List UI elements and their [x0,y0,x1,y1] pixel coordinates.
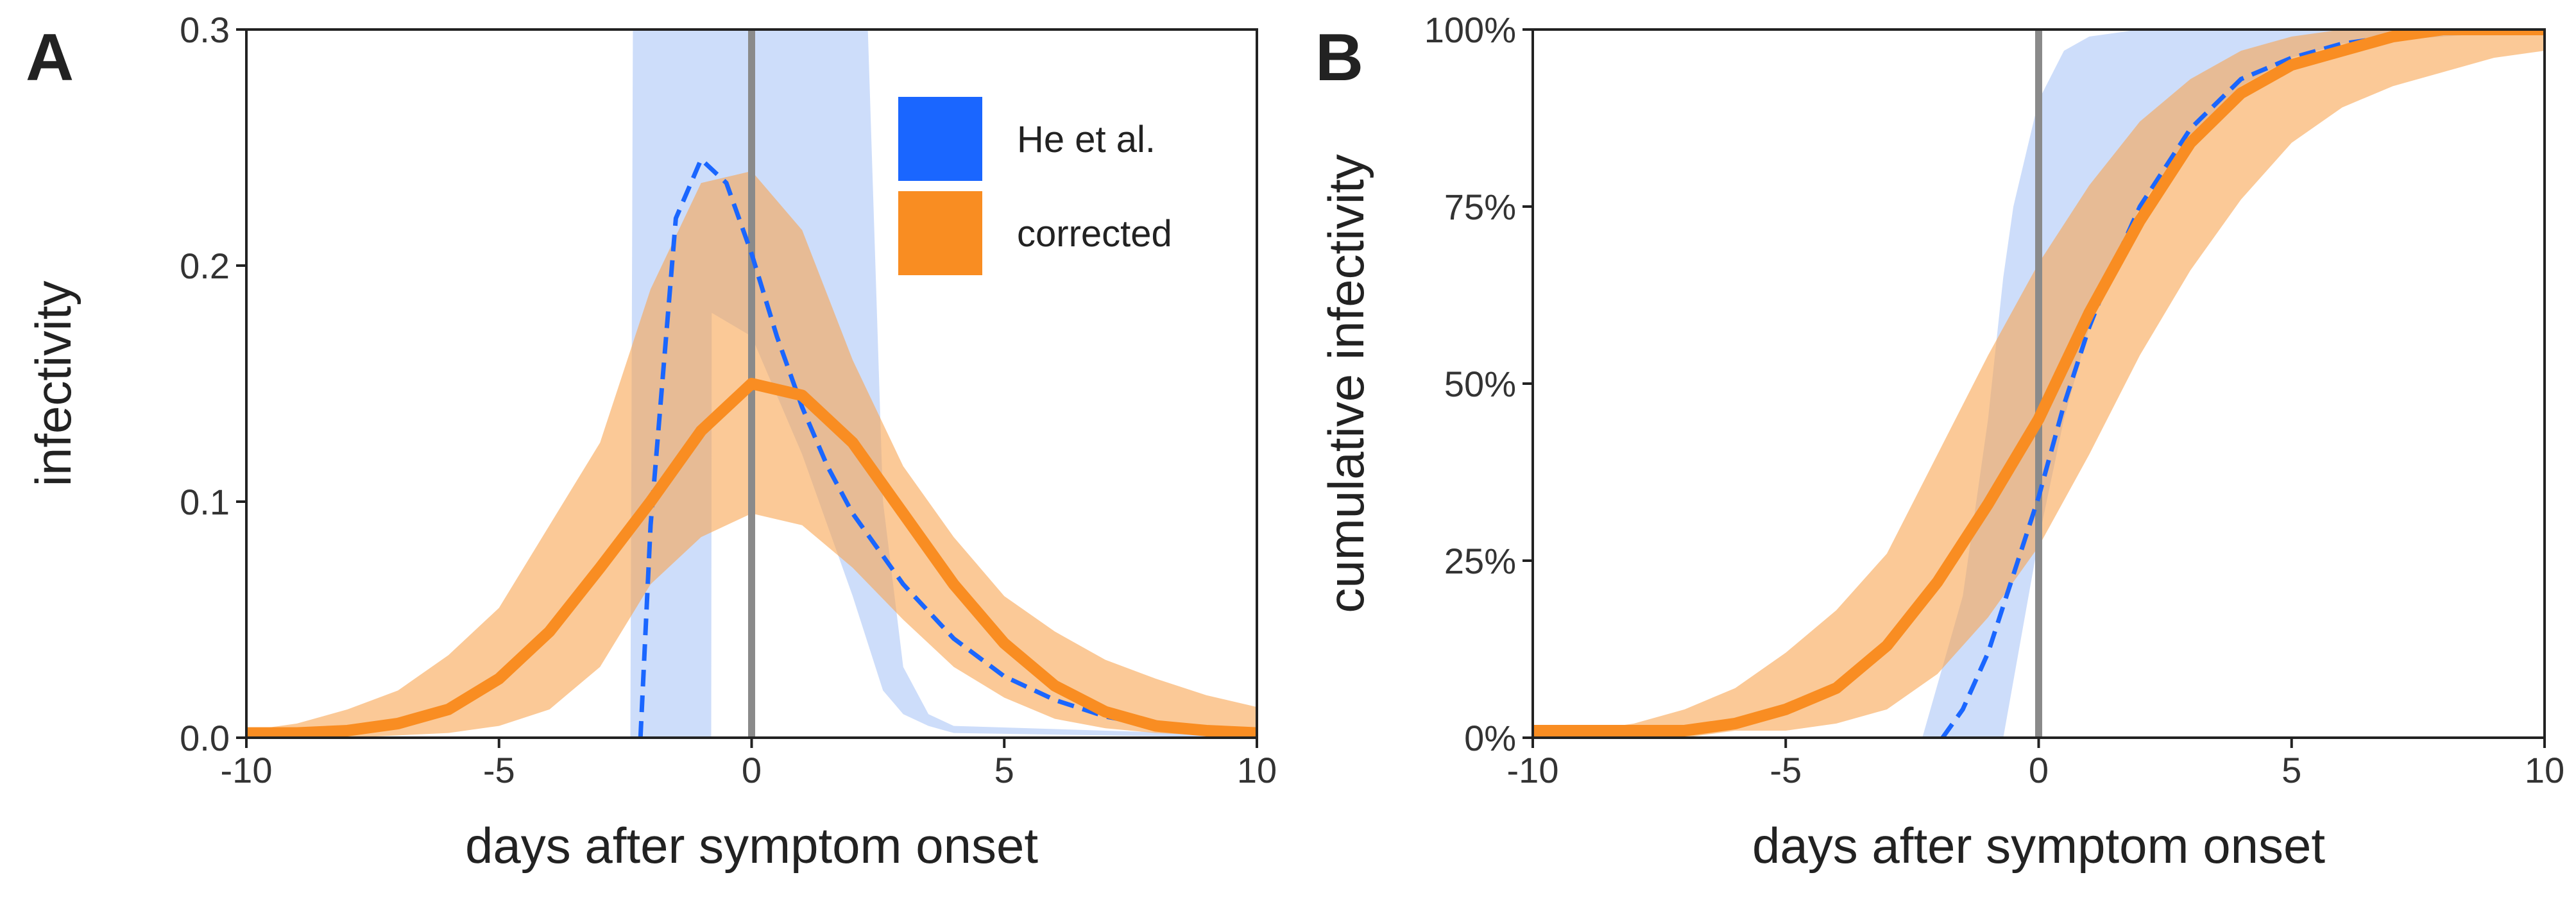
x-tick-label: -5 [483,750,515,790]
y-tick-label: 75% [1444,187,1516,227]
x-tick-label: -10 [1507,750,1559,790]
x-tick-label: 10 [1237,750,1277,790]
dashed-line [1940,30,2545,738]
legend-swatch [898,97,982,181]
y-tick-label: 0.2 [180,246,230,286]
y-tick-label: 25% [1444,541,1516,581]
y-tick-label: 100% [1424,10,1516,50]
y-tick-label: 50% [1444,364,1516,404]
mean-line [246,378,1257,738]
x-tick-label: -10 [221,750,273,790]
panel-label: B [1315,21,1363,95]
y-tick-label: 0.0 [180,718,230,758]
x-tick-label: 10 [2525,750,2564,790]
legend-label: He et al. [1017,119,1156,160]
y-axis-title: cumulative infectivity [1318,154,1374,613]
x-axis-title: days after symptom onset [465,817,1038,874]
x-tick-label: -5 [1770,750,1802,790]
x-axis-title: days after symptom onset [1752,817,2325,874]
legend-label: corrected [1017,213,1172,255]
ribbon [630,30,1257,738]
plot-area [246,30,1257,738]
y-axis-title: infectivity [25,281,81,487]
x-tick-label: 5 [2282,750,2301,790]
y-tick-label: 0.3 [180,10,230,50]
y-tick-label: 0.1 [180,482,230,522]
panel-label: A [26,21,74,95]
x-tick-label: 5 [994,750,1014,790]
y-tick-label: 0% [1464,718,1516,758]
plot-area [1533,30,2545,738]
legend-swatch [898,191,982,275]
x-tick-label: 0 [2029,750,2049,790]
x-tick-label: 0 [742,750,762,790]
mean-line [1533,30,2545,736]
